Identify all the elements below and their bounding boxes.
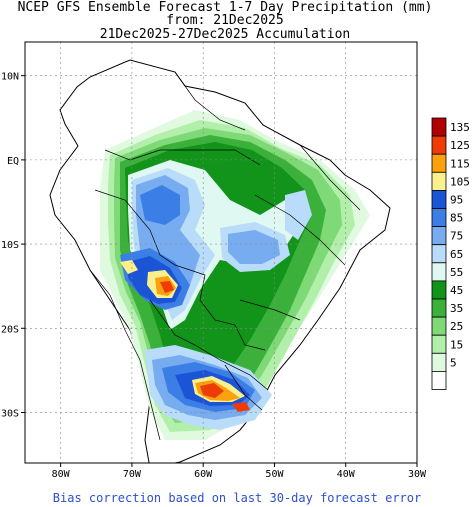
- lat-tick-label: 20S: [1, 324, 19, 335]
- legend-swatch: [431, 208, 447, 228]
- legend-label: 135: [450, 121, 470, 134]
- map-frame: [24, 41, 418, 464]
- legend-swatch: [431, 262, 447, 282]
- forecast-init-date: from: 21Dec2025: [166, 13, 284, 28]
- legend-swatch: [431, 117, 447, 137]
- precip-125mm: [160, 281, 174, 293]
- precip-legend: 135 125 115 105 95 85 75 65 55 45 35 25 15 5: [431, 117, 470, 390]
- legend-swatch: [431, 153, 447, 173]
- legend-swatch: [431, 171, 447, 191]
- precip-85mm-north: [140, 185, 180, 225]
- legend-swatch: [431, 244, 447, 264]
- lat-tick-label: 10N: [1, 72, 19, 83]
- legend-swatch: [431, 316, 447, 336]
- legend-label: 95: [450, 193, 463, 206]
- lon-tick-label: 60W: [194, 469, 213, 480]
- lat-tick-label: 10S: [1, 240, 19, 251]
- precipitation-field: [25, 42, 417, 463]
- precip-125mm-south-2: [232, 402, 250, 412]
- legend-label: 105: [450, 175, 470, 188]
- legend-label: 25: [450, 320, 463, 333]
- precip-125mm-south: [200, 383, 224, 398]
- legend-swatch: [431, 370, 447, 390]
- legend-swatch: [431, 226, 447, 246]
- legend-swatch: [431, 334, 447, 354]
- accumulation-period: 21Dec2025-27Dec2025 Accumulation: [99, 27, 351, 42]
- legend-swatch: [431, 280, 447, 300]
- longitude-axis: 80W 70W 60W 50W 40W 30W: [52, 463, 427, 480]
- country-borders: [89, 71, 361, 441]
- map-gridlines: [25, 42, 417, 463]
- lon-tick-label: 50W: [265, 469, 284, 480]
- chart-title: NCEP GFS Ensemble Forecast 1-7 Day Preci…: [17, 0, 433, 15]
- legend-label: 55: [450, 266, 463, 279]
- legend-label: 125: [450, 139, 470, 152]
- lat-tick-label: EQ: [7, 156, 19, 167]
- legend-label: 115: [450, 157, 470, 170]
- latitude-axis: 10N EQ 10S 20S 30S: [1, 72, 25, 419]
- lon-tick-label: 70W: [123, 469, 142, 480]
- bias-correction-note: Bias correction based on last 30-day for…: [52, 491, 422, 505]
- legend-swatch: [431, 135, 447, 155]
- legend-swatch: [431, 298, 447, 318]
- legend-label: 35: [450, 302, 463, 315]
- precip-105mm-small: [120, 260, 138, 274]
- legend-label: 75: [450, 230, 463, 243]
- precip-65mm-northeast: [285, 190, 312, 240]
- legend-label: 15: [450, 338, 463, 351]
- legend-label: 5: [450, 356, 457, 369]
- precip-75mm-east: [228, 230, 280, 264]
- legend-label: 45: [450, 284, 463, 297]
- legend-label: 65: [450, 248, 463, 261]
- lat-tick-label: 30S: [1, 408, 19, 419]
- lon-tick-label: 40W: [337, 469, 356, 480]
- legend-swatch: [431, 352, 447, 372]
- lon-tick-label: 30W: [408, 469, 427, 480]
- legend-label: 85: [450, 212, 463, 225]
- lon-tick-label: 80W: [52, 469, 71, 480]
- legend-swatch: [431, 189, 447, 209]
